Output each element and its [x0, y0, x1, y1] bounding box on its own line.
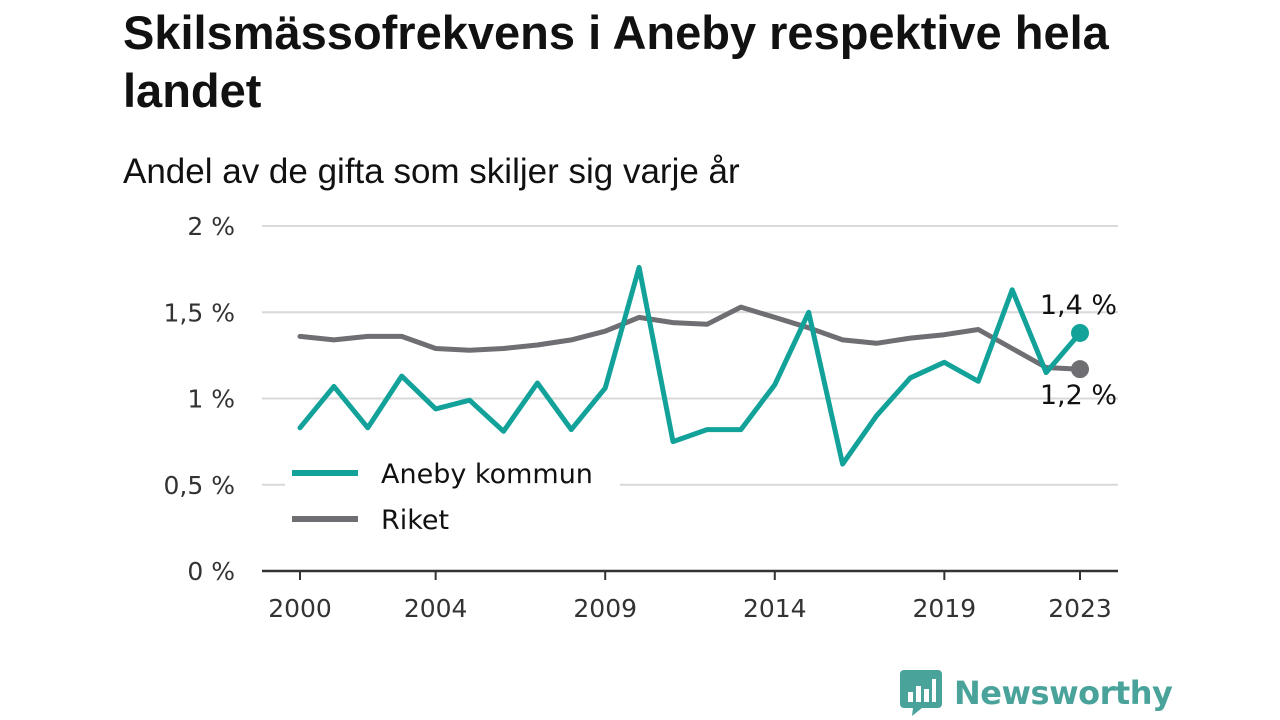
legend-label: Aneby kommun — [381, 459, 593, 490]
chart-title: Skilsmässofrekvens i Aneby respektive he… — [123, 6, 1109, 117]
y-tick-label: 0 % — [187, 557, 235, 586]
end-labels: 1,4 % 1,2 % — [1040, 290, 1117, 411]
legend-background — [285, 450, 620, 550]
y-axis-ticks: 0 % 0,5 % 1 % 1,5 % 2 % — [164, 212, 235, 586]
y-tick-label: 2 % — [187, 212, 235, 241]
x-tick-label: 2004 — [404, 594, 468, 623]
end-marker-riket — [1071, 360, 1089, 379]
y-tick-label: 1 % — [187, 385, 235, 414]
x-tick-label: 2014 — [743, 594, 807, 623]
end-label-riket: 1,2 % — [1040, 380, 1117, 411]
brand-name: Newsworthy — [954, 674, 1173, 712]
newsworthy-logo: Newsworthy — [900, 670, 1173, 716]
end-label-aneby: 1,4 % — [1040, 290, 1117, 321]
x-tick-label: 2019 — [913, 594, 977, 623]
chart-subtitle: Andel av de gifta som skiljer sig varje … — [123, 152, 740, 191]
x-tick-label: 2023 — [1048, 594, 1112, 623]
series-lines — [297, 264, 1083, 467]
end-marker-aneby — [1071, 323, 1089, 342]
y-tick-label: 0,5 % — [164, 471, 235, 500]
x-tick-label: 2009 — [573, 594, 637, 623]
newsworthy-icon — [900, 670, 942, 716]
series-line-riket — [297, 304, 1083, 372]
series-line-aneby — [297, 264, 1083, 467]
legend-label: Riket — [381, 505, 449, 536]
y-tick-label: 1,5 % — [164, 298, 235, 327]
legend: Aneby kommun Riket — [285, 450, 620, 550]
x-axis: 2000 2004 2009 2014 2019 2023 — [262, 569, 1118, 623]
x-tick-label: 2000 — [268, 594, 332, 623]
